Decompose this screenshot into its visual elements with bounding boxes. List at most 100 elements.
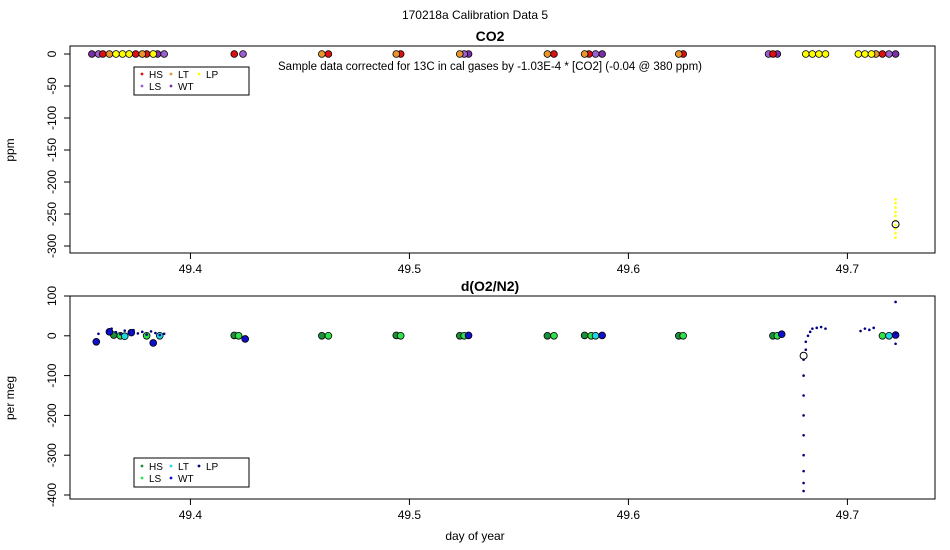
co2-point-lp	[821, 50, 830, 58]
o2n2-point-lp	[154, 331, 157, 335]
co2-legend-box	[133, 66, 250, 96]
co2-x-tick-label: 49.6	[617, 262, 641, 276]
o2n2-panel: d(O2/N2) per meg day of year 49.4 49.5 49.…	[3, 278, 936, 543]
o2n2-legend-label-hs: HS	[149, 462, 163, 473]
o2n2-point-lp	[145, 333, 148, 336]
co2-point-lp-ambient	[894, 214, 897, 218]
co2-point-lp	[808, 50, 817, 58]
co2-y-tick-label: -150	[45, 138, 59, 162]
o2n2-y-tick-label: 0	[45, 332, 59, 339]
o2n2-y-tick-label: -300	[45, 443, 59, 467]
o2n2-point-lp	[114, 330, 118, 334]
co2-y-axis: 0 -50 -100 -150 -200 -250 -300	[45, 50, 71, 258]
co2-x-tick-label: 49.7	[836, 262, 860, 276]
o2n2-point-wt	[598, 331, 606, 340]
co2-subtitle: Sample data corrected for 13C in cal gas…	[278, 61, 702, 73]
o2n2-point-wt	[241, 335, 249, 343]
o2n2-point-lp	[802, 394, 805, 397]
co2-point-mean	[891, 220, 900, 229]
o2n2-legend-marker-ls	[140, 476, 144, 480]
co2-legend-marker-ls	[140, 84, 144, 88]
o2n2-point-lp	[119, 332, 122, 336]
o2n2-point-lp	[859, 329, 862, 333]
co2-point-lp	[149, 50, 158, 58]
o2n2-point-lp	[136, 332, 140, 335]
co2-point-lt	[138, 50, 147, 58]
o2n2-point-lp	[162, 332, 166, 336]
page-title: 170218a Calibration Data 5	[402, 8, 548, 22]
co2-point-lp-ambient	[894, 236, 897, 239]
co2-point-lp	[801, 50, 810, 58]
o2n2-y-tick-label: -400	[45, 483, 59, 507]
o2n2-title: d(O2/N2)	[461, 278, 519, 294]
co2-x-tick-label: 49.5	[398, 262, 422, 276]
o2n2-point-lp	[819, 325, 823, 329]
o2n2-y-tick-label: 100	[45, 286, 59, 306]
o2n2-marks	[92, 300, 900, 493]
co2-point-lt	[580, 50, 589, 58]
o2n2-point-lp	[149, 330, 153, 333]
co2-point-lp	[112, 50, 120, 58]
co2-point-ls	[160, 50, 168, 58]
co2-point-lp	[815, 50, 823, 58]
o2n2-x-tick-label: 49.7	[836, 508, 860, 522]
co2-ylabel: ppm	[3, 138, 17, 161]
co2-point-lp	[861, 50, 869, 58]
o2n2-point-lp	[123, 329, 127, 332]
o2n2-point-wt	[149, 339, 158, 347]
o2n2-point-lp	[802, 453, 805, 457]
o2n2-legend-label-lt: LT	[178, 462, 189, 473]
o2n2-point-lp	[802, 481, 805, 485]
o2n2-legend-label-ls: LS	[149, 474, 162, 485]
o2n2-point-hs	[318, 331, 326, 340]
co2-point-wt	[891, 50, 900, 58]
co2-point-lt	[674, 50, 683, 58]
o2n2-point-ls	[550, 331, 558, 340]
o2n2-legend-marker-lp	[197, 464, 201, 468]
o2n2-point-lp	[806, 334, 810, 338]
co2-legend-label-lt: LT	[178, 70, 189, 81]
co2-legend-label-wt: WT	[178, 82, 194, 93]
o2n2-x-tick-label: 49.4	[179, 508, 203, 522]
co2-point-lt	[455, 50, 464, 58]
co2-point-ls	[885, 50, 893, 58]
o2n2-point-lt	[591, 331, 600, 340]
o2n2-point-lp	[110, 327, 113, 330]
co2-point-lp-ambient	[894, 206, 897, 209]
o2n2-point-lp	[132, 328, 135, 332]
o2n2-point-lt	[885, 331, 893, 340]
o2n2-point-ls	[324, 331, 333, 340]
co2-point-hs	[131, 50, 140, 58]
co2-point-wt	[88, 50, 96, 58]
o2n2-legend-marker-hs	[140, 464, 144, 468]
co2-legend-label-lp: LP	[206, 70, 219, 81]
co2-y-tick-label: 0	[45, 50, 59, 57]
o2n2-legend: HS LT LP LS WT	[133, 457, 250, 488]
o2n2-point-ls	[396, 331, 405, 340]
co2-point-lt	[105, 50, 114, 58]
co2-legend-marker-wt	[169, 84, 173, 88]
o2n2-point-wt	[92, 337, 101, 346]
co2-point-lt	[392, 50, 401, 58]
co2-point-hs	[550, 50, 558, 58]
co2-legend-marker-lt	[169, 72, 173, 76]
co2-point-hs	[324, 50, 333, 58]
co2-legend-marker-hs	[140, 72, 144, 76]
co2-point-hs	[769, 50, 777, 58]
co2-marks	[88, 50, 900, 239]
o2n2-point-lp	[127, 331, 131, 334]
o2n2-point-lp	[894, 332, 897, 336]
o2n2-point-ls	[679, 331, 687, 340]
x-axis-label: day of year	[445, 529, 504, 543]
co2-y-tick-label: -100	[45, 106, 59, 130]
o2n2-point-lp	[802, 414, 805, 417]
o2n2-legend-marker-lt	[169, 464, 173, 468]
co2-point-hs	[99, 50, 107, 58]
o2n2-legend-label-wt: WT	[178, 474, 194, 485]
o2n2-point-wt	[777, 330, 786, 339]
o2n2-x-tick-label: 49.5	[398, 508, 422, 522]
co2-y-tick-label: -250	[45, 202, 59, 226]
co2-legend-label-hs: HS	[149, 70, 163, 81]
co2-point-ls	[239, 50, 247, 58]
co2-point-lp-ambient	[894, 210, 897, 214]
